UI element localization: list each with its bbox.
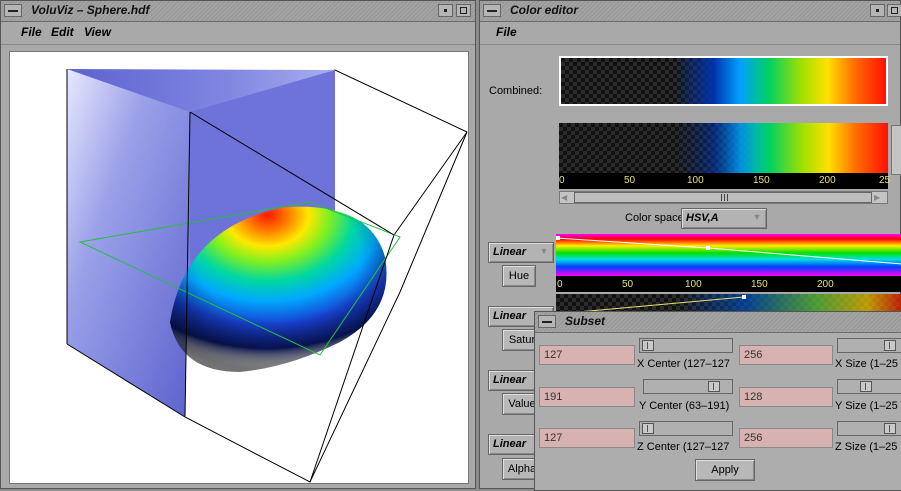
menu-edit[interactable]: Edit [51, 25, 74, 39]
axis-tick: 200 [819, 175, 836, 186]
window-menu-button[interactable] [538, 315, 556, 328]
apply-button[interactable]: Apply [695, 459, 755, 481]
menu-file[interactable]: File [21, 25, 42, 39]
window-menu-button[interactable] [483, 4, 501, 17]
z-center-field[interactable]: 127 [539, 428, 635, 448]
z-center-label: Z Center (127–127 [637, 441, 730, 453]
menu-file[interactable]: File [496, 25, 517, 39]
minimize-button[interactable] [870, 4, 885, 17]
saturation-channel-editor[interactable] [556, 294, 901, 314]
scroll-left-arrow[interactable]: ◀ [561, 193, 568, 202]
slider-thumb[interactable] [708, 381, 720, 392]
y-center-slider[interactable] [643, 379, 733, 394]
voluviz-titlebar[interactable]: VoluViz – Sphere.hdf [1, 1, 475, 22]
chevron-down-icon: ▼ [752, 212, 762, 222]
axis-tick: 25 [879, 175, 891, 186]
slider-thumb[interactable] [860, 381, 872, 392]
subset-window: Subset 127 X Center (127–127 256 X Size … [534, 311, 901, 491]
window-title: Color editor [510, 3, 578, 17]
z-size-slider[interactable] [837, 421, 901, 436]
saturation-mode-value: Linear [493, 310, 527, 322]
colormap-axis: 0 50 100 150 200 25 [559, 173, 891, 189]
axis-tick: 200 [817, 279, 834, 290]
color-space-value: HSV,A [686, 212, 719, 224]
x-size-slider[interactable] [837, 338, 901, 353]
scroll-right-arrow[interactable]: ▶ [874, 193, 881, 202]
alpha-mode-value: Linear [493, 438, 527, 450]
axis-tick: 50 [622, 279, 634, 290]
combined-colormap [559, 56, 888, 106]
hue-button[interactable]: Hue [502, 265, 536, 287]
volume-render-viewport[interactable] [9, 51, 469, 484]
hue-mode-value: Linear [493, 246, 527, 258]
x-center-slider[interactable] [639, 338, 733, 353]
voluviz-menubar: File Edit View [1, 22, 475, 45]
color-space-label: Color space: [625, 212, 687, 224]
saturation-button[interactable]: Satur [502, 329, 542, 351]
z-center-slider[interactable] [639, 421, 733, 436]
x-center-label: X Center (127–127 [637, 358, 730, 370]
slider-thumb[interactable] [642, 340, 654, 351]
hue-curve [556, 236, 901, 265]
axis-tick: 50 [624, 175, 636, 186]
x-size-field[interactable]: 256 [739, 345, 833, 365]
x-size-label: X Size (1–25 [835, 358, 898, 370]
value-button[interactable]: Value [502, 393, 542, 415]
value-mode-value: Linear [493, 374, 527, 386]
axis-tick: 0 [557, 279, 563, 290]
slider-thumb[interactable] [884, 340, 896, 351]
window-menu-button[interactable] [4, 4, 22, 17]
chevron-down-icon: ▼ [539, 246, 549, 256]
window-title: Subset [565, 314, 606, 328]
y-center-label: Y Center (63–191) [639, 400, 730, 412]
axis-tick: 0 [559, 175, 565, 186]
colormap-horizontal-scrollbar[interactable]: ◀ ▶ [559, 191, 888, 204]
hue-mode-select[interactable]: Linear ▼ [488, 242, 554, 263]
window-title: VoluViz – Sphere.hdf [31, 3, 150, 17]
x-center-field[interactable]: 127 [539, 345, 635, 365]
color-space-select[interactable]: HSV,A ▼ [681, 208, 767, 229]
colormap-preview [559, 123, 888, 173]
axis-tick: 150 [751, 279, 768, 290]
color-editor-menubar: File [480, 22, 900, 45]
y-size-slider[interactable] [837, 379, 901, 394]
y-size-field[interactable]: 128 [739, 387, 833, 407]
y-center-field[interactable]: 191 [539, 387, 635, 407]
menu-view[interactable]: View [84, 25, 111, 39]
combined-label: Combined: [489, 85, 543, 97]
vertical-scrollbar[interactable] [891, 125, 901, 175]
axis-tick: 100 [687, 175, 704, 186]
hue-channel-editor[interactable]: 0 50 100 150 200 [556, 234, 901, 292]
z-size-field[interactable]: 256 [739, 428, 833, 448]
alpha-button[interactable]: Alpha [502, 458, 542, 480]
subset-titlebar[interactable]: Subset [535, 312, 901, 333]
color-editor-titlebar[interactable]: Color editor [480, 1, 901, 22]
y-size-label: Y Size (1–25 [835, 400, 898, 412]
minimize-button[interactable] [438, 4, 453, 17]
z-size-label: Z Size (1–25 [835, 441, 898, 453]
maximize-button[interactable] [456, 4, 471, 17]
volume-render [66, 69, 468, 483]
scroll-thumb[interactable] [574, 192, 872, 203]
voluviz-window: VoluViz – Sphere.hdf File Edit View [0, 0, 476, 489]
axis-tick: 100 [685, 279, 702, 290]
axis-tick: 150 [753, 175, 770, 186]
slider-thumb[interactable] [642, 423, 654, 434]
slider-thumb[interactable] [884, 423, 896, 434]
maximize-button[interactable] [887, 4, 901, 17]
